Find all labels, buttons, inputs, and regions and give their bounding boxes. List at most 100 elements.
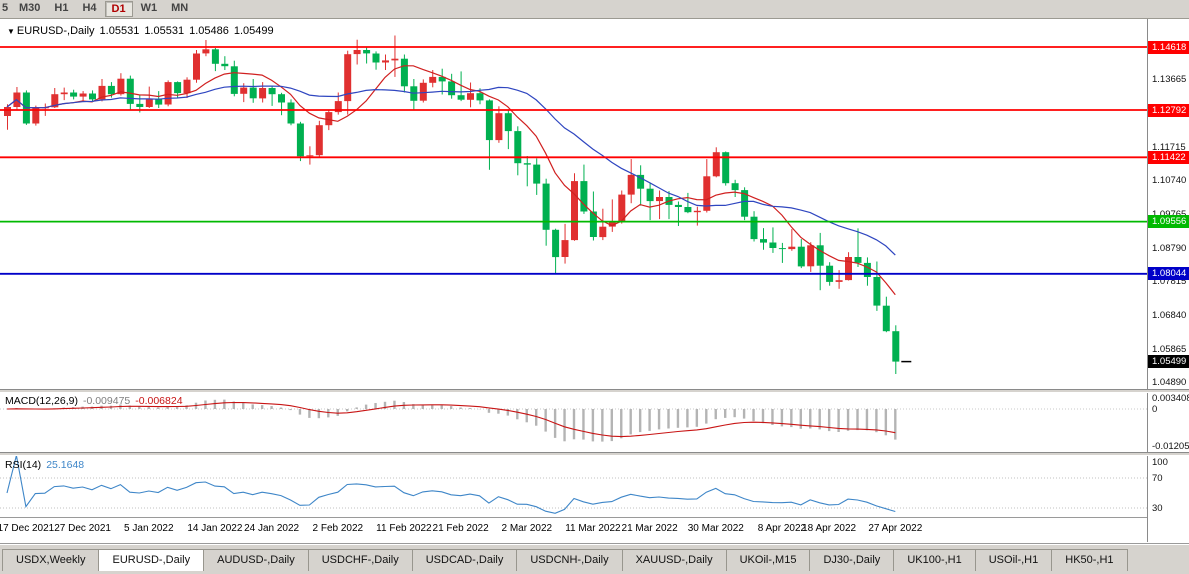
time-axis-label: 14 Jan 2022: [187, 523, 243, 534]
candle: [249, 79, 257, 103]
candle: [306, 146, 314, 165]
candle: [750, 211, 758, 242]
macd-name: MACD(12,26,9): [5, 395, 78, 407]
candle: [79, 91, 87, 102]
panel-separator[interactable]: [0, 452, 1189, 456]
symbol-dropdown-icon[interactable]: ▼: [7, 27, 15, 36]
tab-uk100-h1[interactable]: UK100-,H1: [893, 549, 976, 571]
candle: [665, 191, 673, 220]
candle: [741, 187, 749, 221]
candle: [211, 48, 219, 72]
candle: [13, 87, 21, 110]
level-price-box: 1.09556: [1148, 215, 1189, 229]
current-price-box: 1.05499: [1148, 355, 1189, 369]
ma-fast-line: [6, 65, 896, 296]
time-axis-label: 2 Mar 2022: [501, 523, 553, 534]
ohlc-low: 1.05486: [189, 25, 229, 37]
macd-header: MACD(12,26,9) -0.009475 -0.006824: [5, 395, 183, 407]
candle: [571, 173, 578, 241]
time-axis[interactable]: 17 Dec 2021 27 Dec 2021 5 Jan 2022 14 Jan 2…: [0, 518, 1147, 544]
macd-canvas[interactable]: [0, 393, 1147, 452]
candle: [145, 86, 153, 108]
macd-axis-tick: -0.012058: [1152, 440, 1189, 452]
time-axis-label: 8 Apr 2022: [757, 523, 807, 534]
time-axis-label: 30 Mar 2022: [687, 523, 744, 534]
timeframe-button-mn[interactable]: MN: [171, 2, 189, 14]
candle: [797, 239, 805, 269]
price-axis-tick: 1.06840: [1152, 309, 1187, 321]
price-axis-tick: 1.09765: [1148, 209, 1189, 220]
tab-eurusd-daily[interactable]: EURUSD-,Daily: [98, 549, 205, 571]
candle: [703, 159, 711, 213]
candle: [315, 120, 323, 158]
candle: [892, 325, 900, 374]
chart-ohlc-header: ▼ EURUSD-,Daily 1.05531 1.05531 1.05486 1.054…: [7, 25, 274, 37]
candle: [533, 158, 541, 195]
tab-audusd-daily[interactable]: AUDUSD-,Daily: [203, 549, 309, 571]
timeframe-button-m30[interactable]: M30: [19, 2, 41, 14]
macd-main-value: -0.009475: [82, 395, 131, 407]
level-price-box: 1.14618: [1148, 40, 1189, 54]
candles: [4, 35, 900, 374]
candle: [296, 121, 304, 162]
candle: [760, 228, 767, 250]
candle: [457, 71, 465, 102]
rsi-canvas[interactable]: [0, 456, 1147, 517]
timeframe-button-d1[interactable]: D1: [104, 1, 133, 17]
candle: [618, 190, 626, 224]
candle: [221, 56, 229, 70]
candle: [807, 242, 815, 272]
candle: [467, 82, 474, 108]
macd-axis-tick: 0.003408: [1152, 392, 1189, 404]
time-axis-label: 17 Dec 2021: [0, 523, 55, 534]
tab-usdx-weekly[interactable]: USDX,Weekly: [2, 549, 100, 571]
tab-dj30-daily[interactable]: DJ30-,Daily: [809, 549, 895, 571]
price-axis-tick: 1.08790: [1152, 242, 1187, 254]
timeframe-button-h4[interactable]: H4: [82, 2, 97, 14]
price-chart-canvas[interactable]: [0, 19, 1147, 389]
price-axis-tick: 1.04890: [1152, 377, 1187, 389]
rsi-header: RSI(14) 25.1648: [5, 459, 84, 471]
candle: [259, 82, 267, 103]
time-axis-label: 27 Dec 2021: [54, 523, 111, 534]
tab-usdchf-daily[interactable]: USDCHF-,Daily: [307, 549, 413, 571]
macd-signal-line: [6, 401, 896, 438]
candle: [268, 85, 276, 106]
candle: [363, 47, 371, 64]
candle: [193, 50, 200, 83]
candle: [514, 126, 522, 176]
price-axis-tick: 1.05865: [1152, 343, 1187, 355]
candle: [882, 296, 890, 333]
level-price-box: 1.12792: [1148, 103, 1189, 117]
candle: [438, 68, 446, 95]
candle: [448, 73, 456, 99]
time-axis-label: 11 Feb 2022: [376, 523, 432, 534]
candle: [70, 89, 78, 100]
time-axis-label: 18 Apr 2022: [802, 523, 857, 534]
timeframe-button-partial[interactable]: 5: [2, 2, 9, 14]
tab-usoil-h1[interactable]: USOil-,H1: [974, 549, 1053, 571]
candle: [769, 227, 777, 253]
ma-slow-line: [6, 85, 896, 256]
candle: [391, 35, 399, 77]
tab-usdcnh-daily[interactable]: USDCNH-,Daily: [516, 549, 623, 571]
tab-usdcad-daily[interactable]: USDCAD-,Daily: [411, 549, 518, 571]
price-axis-tick: 1.11715: [1152, 141, 1186, 153]
timeframe-button-h1[interactable]: H1: [54, 2, 69, 14]
level-price-box: 1.08044: [1148, 267, 1189, 281]
rsi-axis-tick: 30: [1152, 502, 1163, 514]
candle: [873, 261, 881, 311]
ohlc-open: 1.05531: [99, 25, 140, 37]
candle: [419, 79, 427, 103]
panel-separator[interactable]: [0, 389, 1189, 393]
tab-xauusd-daily[interactable]: XAUUSD-,Daily: [621, 549, 727, 571]
rsi-line: [6, 456, 896, 514]
timeframe-button-w1[interactable]: W1: [140, 2, 158, 14]
candle: [646, 182, 654, 221]
price-axis[interactable]: 1.136651.126901.117151.107401.097651.087…: [1147, 19, 1189, 542]
candle: [580, 164, 588, 214]
candle: [278, 92, 285, 116]
tab-ukoil-m15[interactable]: UKOil-,M15: [725, 549, 811, 571]
candle: [164, 80, 172, 107]
tab-hk50-h1[interactable]: HK50-,H1: [1051, 549, 1128, 571]
